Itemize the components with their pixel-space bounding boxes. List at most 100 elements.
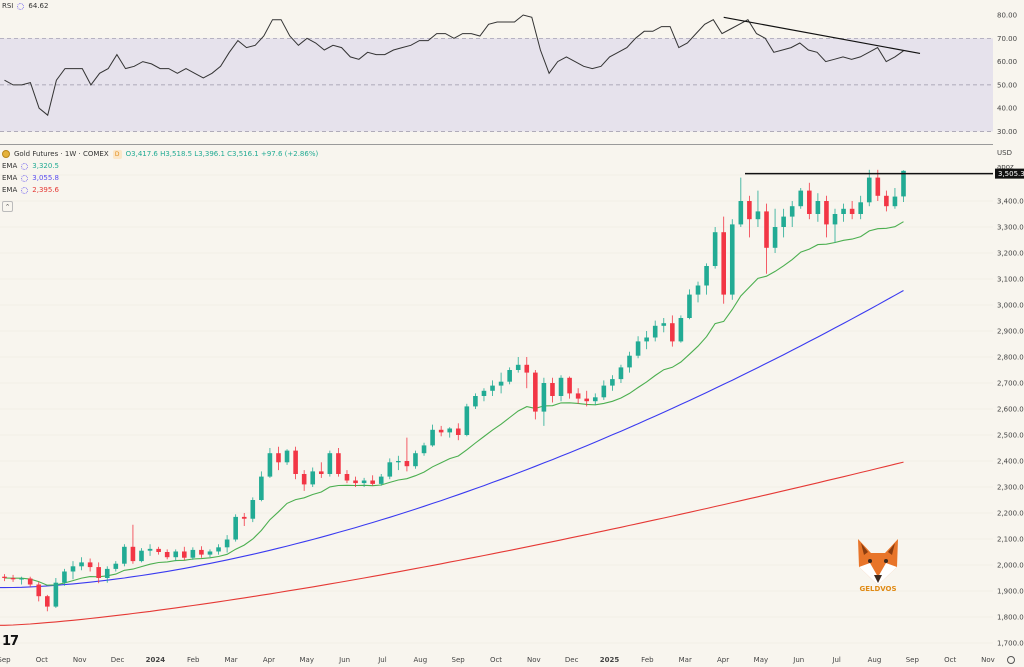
candle	[413, 450, 418, 469]
candle-body	[884, 195, 889, 207]
candle-body	[250, 500, 256, 519]
time-axis-label: Apr	[717, 656, 729, 664]
data-delay-badge: D	[112, 149, 122, 159]
ema-legend-row[interactable]: EMA 3,320.5	[2, 160, 318, 172]
candle-body	[901, 170, 906, 197]
ema-value: 3,055.8	[32, 174, 59, 182]
rsi-tick-label: 40.00	[997, 105, 1017, 113]
candle-body	[584, 398, 590, 402]
time-axis-label: Jun	[792, 656, 804, 664]
candle-body	[293, 450, 298, 474]
candle-body	[216, 547, 221, 552]
rsi-tick-label: 80.00	[997, 12, 1017, 20]
settings-gear-icon[interactable]	[21, 162, 29, 170]
candle	[832, 208, 838, 243]
candle	[156, 546, 161, 555]
settings-gear-icon[interactable]	[17, 2, 25, 10]
candle	[807, 182, 812, 220]
candle-body	[310, 471, 316, 485]
brand-watermark: GELDVOS	[859, 585, 897, 593]
candle	[635, 336, 641, 359]
candle	[610, 375, 615, 391]
time-axis-label: Nov	[527, 656, 541, 664]
rsi-legend[interactable]: RSI 64.62	[2, 0, 48, 12]
candle	[815, 193, 821, 222]
candle-body	[104, 568, 110, 578]
candle-body	[498, 381, 504, 386]
candle-body	[413, 453, 418, 467]
candle	[293, 446, 298, 480]
candle	[729, 219, 735, 300]
price-tick-label: 2,200.0	[997, 510, 1024, 518]
candle	[147, 544, 153, 556]
candle-body	[79, 562, 84, 567]
candle	[284, 449, 290, 465]
ema-legend-row[interactable]: EMA 2,395.6	[2, 184, 318, 196]
settings-gear-icon[interactable]	[21, 186, 29, 194]
time-axis-label: Sep	[0, 656, 11, 664]
candle	[310, 467, 316, 487]
ema-legend-row[interactable]: EMA 3,055.8	[2, 172, 318, 184]
candle-body	[241, 516, 247, 519]
candle	[45, 594, 50, 612]
candle	[618, 364, 624, 383]
candle	[670, 315, 675, 347]
price-tick-label: 1,800.0	[997, 614, 1024, 622]
candle-body	[798, 190, 804, 207]
candle	[644, 331, 649, 350]
time-axis-label: Feb	[641, 656, 654, 664]
settings-gear-icon[interactable]	[21, 174, 29, 182]
candle-body	[841, 208, 846, 214]
candle-body	[96, 567, 101, 578]
candle	[276, 446, 281, 471]
time-axis-label: Aug	[868, 656, 882, 664]
candle-body	[789, 206, 795, 217]
candle	[490, 380, 495, 396]
fox-icon	[858, 539, 898, 585]
candle-body	[515, 364, 521, 370]
candle	[404, 437, 410, 472]
candle	[901, 170, 906, 203]
candle-body	[738, 201, 744, 225]
rsi-pane[interactable]	[0, 14, 993, 145]
candle-body	[224, 539, 230, 548]
candle-body	[267, 453, 273, 477]
collapse-legend-button[interactable]: ⌃	[2, 201, 13, 212]
candle	[207, 549, 213, 558]
candle	[567, 376, 572, 399]
candle	[841, 203, 846, 222]
candle-body	[396, 461, 401, 463]
candle	[130, 524, 136, 564]
price-tick-label: 2,900.0	[997, 328, 1024, 336]
candle-body	[122, 546, 127, 564]
ema-label: EMA	[2, 162, 18, 170]
candle	[627, 351, 632, 373]
settings-gear-icon[interactable]	[1007, 656, 1015, 664]
candle-body	[173, 551, 179, 558]
candle-body	[670, 323, 675, 342]
symbol-title[interactable]: Gold Futures · 1W · COMEX	[14, 150, 109, 158]
candle	[318, 462, 324, 478]
candle-body	[807, 190, 812, 214]
ema-value: 3,320.5	[32, 162, 59, 170]
candle	[884, 190, 889, 212]
candle	[524, 357, 530, 389]
candle	[122, 544, 127, 567]
candle	[498, 372, 504, 394]
candle-body	[866, 177, 872, 203]
candle-body	[601, 385, 607, 398]
candle	[421, 442, 427, 456]
candle-body	[533, 372, 538, 412]
candle-body	[627, 355, 632, 368]
candle-body	[199, 549, 204, 555]
candle-body	[524, 364, 530, 373]
candle	[738, 177, 744, 227]
candle	[353, 476, 358, 487]
candle-body	[353, 480, 358, 484]
price-pane[interactable]	[0, 169, 993, 644]
tradingview-logo-icon[interactable]: 17	[2, 634, 19, 649]
candle	[772, 208, 778, 253]
unit-label: apoz	[997, 163, 1014, 171]
candle	[438, 425, 444, 437]
